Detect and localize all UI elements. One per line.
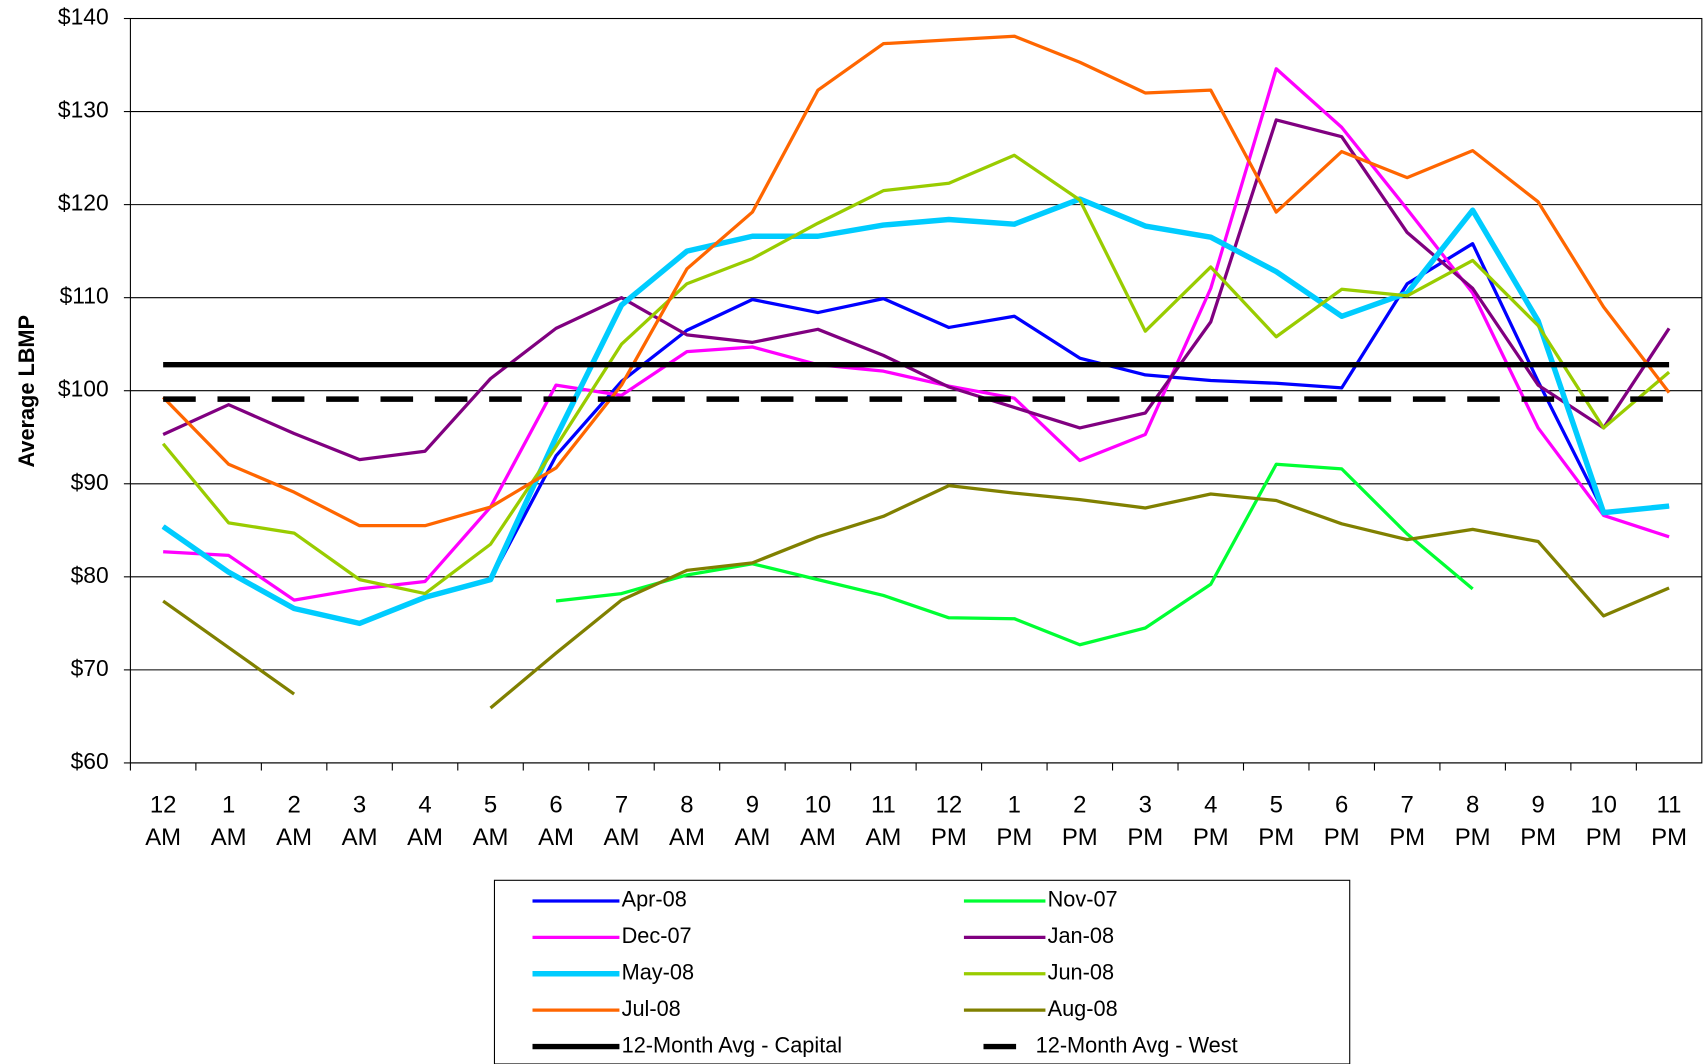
- legend-label: Aug-08: [1048, 996, 1118, 1021]
- x-tick-label: 2 AM: [276, 792, 312, 852]
- y-tick-label: $130: [58, 97, 109, 123]
- x-tick-label: 4 AM: [407, 792, 443, 852]
- legend-label: Apr-08: [622, 887, 687, 912]
- series-line: [162, 242, 1670, 625]
- legend-label: May-08: [622, 959, 694, 984]
- x-tick-label: 1 AM: [211, 792, 247, 852]
- y-tick-label: $110: [60, 283, 109, 309]
- legend-label: Jan-08: [1048, 923, 1114, 948]
- x-tick-label: 5 PM: [1258, 792, 1294, 852]
- y-tick-label: $100: [58, 376, 109, 402]
- y-axis-label: Average LBMP: [14, 315, 39, 467]
- series-line: [163, 67, 1670, 602]
- x-tick-label: 12 PM: [931, 792, 967, 852]
- x-tick-label: 6 AM: [538, 792, 574, 852]
- x-tick-label: 7 AM: [604, 792, 640, 852]
- y-tick-label: $60: [71, 748, 109, 774]
- x-tick-label: 11 AM: [865, 792, 901, 852]
- x-tick-label: 7 PM: [1389, 792, 1425, 852]
- x-tick-label: 3 PM: [1127, 792, 1163, 852]
- legend-label: 12-Month Avg - West: [1036, 1032, 1238, 1057]
- legend-label: Jul-08: [622, 996, 681, 1021]
- y-tick-label: $90: [71, 469, 109, 495]
- legend-label: Nov-07: [1048, 887, 1118, 912]
- series-line: [555, 462, 1474, 647]
- x-tick-label: 5 AM: [473, 792, 509, 852]
- x-tick-label: 12 AM: [145, 792, 181, 852]
- y-tick-label: $80: [71, 562, 109, 588]
- x-tick-label: 1 PM: [996, 792, 1032, 852]
- y-tick-label: $120: [58, 190, 109, 216]
- series-line: [161, 34, 1671, 528]
- legend-label: Jun-08: [1048, 959, 1114, 984]
- series-line: [161, 196, 1670, 627]
- x-tick-label: 9 PM: [1520, 792, 1556, 852]
- x-tick-label: 4 PM: [1193, 792, 1229, 852]
- series-line: [161, 153, 1671, 596]
- y-tick-label: $140: [58, 4, 109, 30]
- x-tick-label: 9 AM: [735, 792, 771, 852]
- series-line: [162, 118, 1671, 462]
- y-tick-label: $70: [71, 655, 109, 681]
- legend-box: [493, 879, 1351, 1064]
- x-tick-label: 11 PM: [1651, 792, 1687, 852]
- x-tick-label: 3 AM: [342, 792, 378, 852]
- x-tick-label: 8 PM: [1455, 792, 1491, 852]
- legend-label: Dec-07: [622, 923, 692, 948]
- series-line: [162, 484, 1670, 710]
- x-tick-label: 8 AM: [669, 792, 705, 852]
- legend-label: 12-Month Avg - Capital: [622, 1032, 843, 1057]
- x-tick-label: 2 PM: [1062, 792, 1098, 852]
- x-tick-label: 6 PM: [1324, 792, 1360, 852]
- x-tick-label: 10 PM: [1586, 792, 1622, 852]
- x-tick-label: 10 AM: [800, 792, 836, 852]
